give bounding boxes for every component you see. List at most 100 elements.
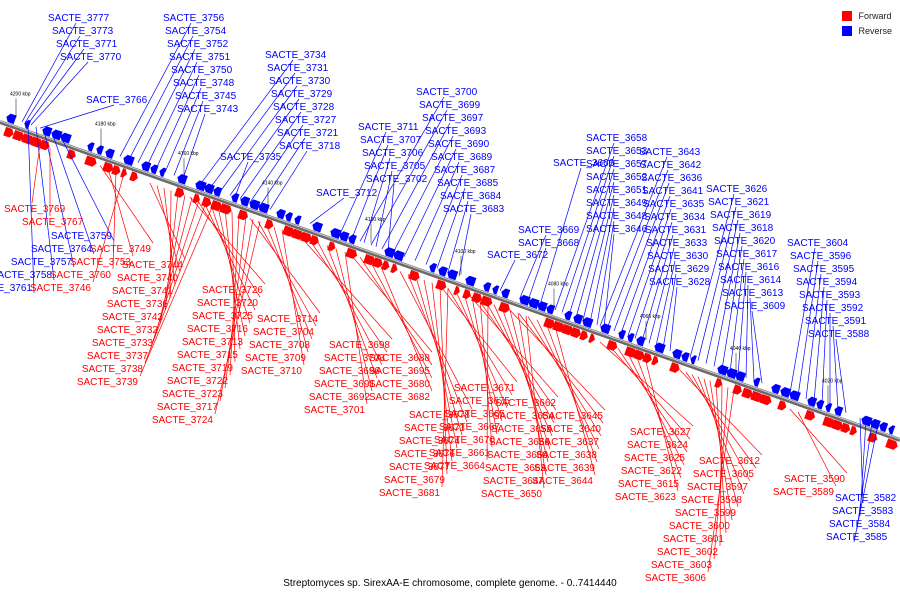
fwd-col6-label-5: SACTE_3701 <box>304 405 366 416</box>
fwd-col10-label-0: SACTE_3662 <box>495 398 557 409</box>
fwd-col5-label-4: SACTE_3710 <box>241 366 303 377</box>
reverse-gene-121 <box>870 418 881 430</box>
fwd-col10-leader-0 <box>469 295 559 398</box>
rev-bottom-label-1: SACTE_3583 <box>832 506 894 517</box>
reverse-gene-20 <box>141 161 152 172</box>
legend-label-reverse: Reverse <box>858 25 892 36</box>
rev-col3-leader-3 <box>146 61 198 167</box>
rev-col14-leader-9 <box>751 310 763 384</box>
fwd-col7-leader-3 <box>379 264 433 392</box>
fwd-col3-label-7: SACTE_3737 <box>87 351 149 362</box>
rev-col15-label-5: SACTE_3592 <box>802 303 864 314</box>
rev-col2-label-0: SACTE_3766 <box>86 95 148 106</box>
rev-bottom-label-2: SACTE_3584 <box>829 519 891 530</box>
fwd-col6-leader-5 <box>344 251 368 405</box>
fwd-col7-label-3: SACTE_3682 <box>369 392 431 403</box>
forward-gene-40 <box>282 225 295 237</box>
reverse-gene-38 <box>276 208 286 220</box>
fwd-col9-label-4: SACTE_3670 <box>434 435 496 446</box>
forward-gene-43 <box>300 231 312 243</box>
reverse-gene-92 <box>654 342 666 354</box>
fwd-col7-leader-1 <box>359 257 433 366</box>
forward-gene-24 <box>174 187 185 198</box>
legend-label-forward: Forward <box>858 10 892 21</box>
fwd-col14-label-0: SACTE_3590 <box>784 474 846 485</box>
reverse-swatch-icon <box>842 25 853 36</box>
forward-gene-4 <box>21 133 34 145</box>
reverse-gene-32 <box>231 193 240 203</box>
rev-col5-leader-5 <box>249 124 304 203</box>
fwd-col10-leader-6 <box>517 312 547 476</box>
rev-col14-leader-5 <box>729 258 745 372</box>
fwd-col9-leader-4 <box>471 296 498 435</box>
rev-col1-label-1: SACTE_3773 <box>52 26 114 37</box>
rev-col3-label-7: SACTE_3743 <box>177 104 239 115</box>
reverse-gene-84 <box>600 323 612 335</box>
tick-label-1: 4180 kbp <box>95 122 116 128</box>
rev-col4-label-0: SACTE_3735 <box>220 152 282 163</box>
fwd-col1-label-0: SACTE_3769 <box>4 204 66 215</box>
forward-gene-115 <box>822 416 835 428</box>
reverse-gene-59 <box>438 266 448 277</box>
forward-gene-99 <box>714 378 723 388</box>
reverse-gene-73 <box>537 301 548 312</box>
reverse-gene-107 <box>771 383 782 395</box>
fwd-col3-label-4: SACTE_3742 <box>102 312 164 323</box>
fwd-col11-leader-1 <box>518 313 604 424</box>
rev-col13-leader-0 <box>599 156 668 327</box>
forward-gene-47 <box>327 241 336 252</box>
fwd-col12-leader-4 <box>635 354 682 479</box>
fwd-col12-label-5: SACTE_3623 <box>615 492 677 503</box>
rev-col12-leader-2 <box>568 168 615 316</box>
reverse-gene-61 <box>447 269 459 281</box>
fwd-col2-leader-3 <box>92 173 125 283</box>
forward-gene-78 <box>561 323 574 336</box>
reverse-gene-53 <box>384 247 396 259</box>
fwd-col3-label-6: SACTE_3733 <box>92 338 154 349</box>
rev-col8-label-2: SACTE_3697 <box>422 113 484 124</box>
reverse-gene-74 <box>546 304 556 315</box>
fwd-col5-leader-3 <box>273 226 309 353</box>
fwd-col4-label-8: SACTE_3723 <box>162 389 224 400</box>
fwd-col6-label-3: SACTE_3691 <box>314 379 376 390</box>
forward-gene-18 <box>120 168 127 178</box>
forward-gene-16 <box>111 164 121 176</box>
rev-col8-label-6: SACTE_3687 <box>434 165 496 176</box>
rev-col12-leader-6 <box>596 220 615 325</box>
reverse-gene-22 <box>159 167 167 178</box>
forward-gene-88 <box>624 346 637 358</box>
forward-gene-119 <box>849 425 857 436</box>
fwd-col6-label-2: SACTE_3696 <box>319 366 381 377</box>
fwd-col2-leader-0 <box>99 165 154 244</box>
rev-col6-leader-0 <box>309 197 345 224</box>
rev-col14-label-4: SACTE_3620 <box>714 236 776 247</box>
rev-col10-leader-0 <box>519 234 547 298</box>
fwd-col10-leader-1 <box>477 298 557 411</box>
reverse-gene-108 <box>780 387 792 398</box>
forward-gene-51 <box>363 254 376 266</box>
rev-col13-leader-7 <box>648 247 675 344</box>
rev-col8-label-4: SACTE_3690 <box>428 139 490 150</box>
fwd-col11-label-4: SACTE_3639 <box>534 463 596 474</box>
rev-col13-label-3: SACTE_3641 <box>642 186 704 197</box>
forward-gene-75 <box>543 317 555 329</box>
tick-label-2: 4160 kbp <box>178 151 199 157</box>
rev-col8-label-1: SACTE_3699 <box>419 100 481 111</box>
fwd-col5-label-1: SACTE_3704 <box>253 327 315 338</box>
fwd-col4-label-0: SACTE_3726 <box>202 285 264 296</box>
rev-col1-leader-2 <box>27 48 85 125</box>
reverse-gene-58 <box>429 263 438 273</box>
rev-col13-label-6: SACTE_3631 <box>645 225 707 236</box>
rev-col8-label-5: SACTE_3689 <box>431 152 493 163</box>
forward-gene-31 <box>219 203 232 215</box>
rev-col13-leader-2 <box>613 182 670 332</box>
rev-col5-label-6: SACTE_3721 <box>277 128 339 139</box>
tick-label-4: 4120 kbp <box>365 217 386 223</box>
tick-label-6: 4080 kbp <box>548 282 569 288</box>
rev-col13-label-2: SACTE_3636 <box>641 173 703 184</box>
fwd-col10-leader-5 <box>509 310 549 463</box>
fwd-col10-label-2: SACTE_3655 <box>491 424 553 435</box>
fwd-col13-leader-0 <box>679 370 763 456</box>
fwd-col9-label-0: SACTE_3671 <box>454 383 516 394</box>
reverse-gene-100 <box>726 367 738 379</box>
